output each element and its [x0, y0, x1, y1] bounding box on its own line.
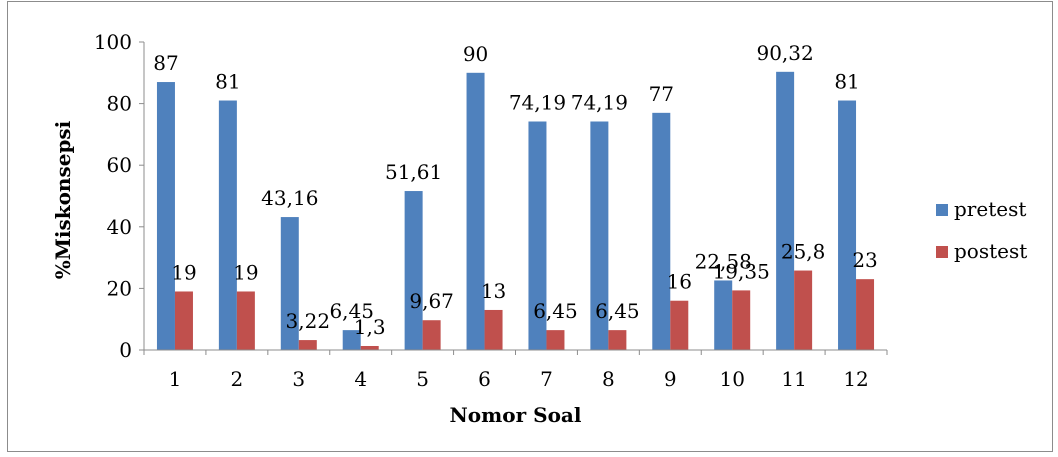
bar-pretest-7: [528, 121, 547, 350]
bar-postest-10: [732, 290, 751, 350]
data-label-postest-7: 6,45: [533, 299, 578, 323]
bar-pretest-1: [156, 82, 175, 350]
data-label-postest-6: 13: [481, 279, 506, 303]
bar-postest-6: [484, 309, 503, 350]
bar-postest-8: [608, 330, 627, 350]
bar-pretest-10: [714, 280, 733, 350]
data-label-pretest-3: 43,16: [261, 186, 318, 210]
bar-pretest-9: [652, 112, 671, 350]
legend: pretest postest: [936, 197, 1027, 263]
bar-pretest-2: [218, 100, 237, 351]
data-label-pretest-7: 74,19: [509, 90, 566, 114]
data-label-postest-3: 3,22: [286, 309, 331, 333]
x-tick-label: 5: [416, 367, 429, 391]
y-tick-label: 0: [119, 338, 132, 362]
data-label-postest-4: 1,3: [354, 315, 386, 339]
bar-pretest-3: [280, 217, 299, 350]
data-label-postest-10: 19,35: [713, 259, 770, 283]
x-tick-label: 6: [478, 367, 491, 391]
data-label-postest-8: 6,45: [595, 299, 640, 323]
bar-pretest-8: [590, 121, 609, 350]
bar-pretest-11: [776, 71, 795, 351]
data-label-pretest-2: 81: [215, 70, 240, 94]
data-label-pretest-6: 90: [463, 42, 488, 66]
y-axis: 0 20 40 60 80 100: [94, 30, 145, 362]
bar-pretest-5: [404, 191, 423, 350]
data-label-pretest-1: 87: [153, 51, 178, 75]
data-label-pretest-5: 51,61: [385, 160, 442, 184]
legend-label-postest: postest: [954, 239, 1027, 263]
y-tick-label: 100: [94, 30, 132, 54]
x-tick-label: 3: [292, 367, 305, 391]
y-tick-label: 60: [107, 153, 132, 177]
y-tick-label: 80: [107, 92, 132, 116]
x-tick-label: 4: [354, 367, 367, 391]
bar-postest-7: [546, 330, 565, 350]
y-tick-label: 20: [107, 276, 132, 300]
legend-swatch-postest: [936, 246, 948, 258]
bar-postest-4: [360, 345, 379, 350]
data-label-pretest-12: 81: [834, 70, 859, 94]
legend-swatch-pretest: [936, 204, 948, 216]
x-tick-label: 2: [231, 367, 244, 391]
data-label-pretest-11: 90,32: [756, 41, 813, 65]
y-axis-title: %Miskonsepsi: [51, 120, 75, 279]
bar-postest-1: [174, 291, 193, 350]
bar-postest-2: [236, 291, 255, 350]
x-tick-label: 1: [169, 367, 182, 391]
data-label-postest-11: 25,8: [781, 240, 826, 264]
bar-postest-11: [794, 270, 813, 350]
x-axis: 1 2 3 4 5 6 7 8 9 10 11 12: [143, 349, 888, 391]
bar-pretest-6: [466, 72, 485, 351]
data-label-postest-1: 19: [171, 260, 196, 284]
x-axis-title: Nomor Soal: [450, 403, 582, 427]
data-label-postest-9: 16: [667, 270, 692, 294]
bar-pretest-12: [838, 100, 857, 351]
x-tick-label: 9: [664, 367, 677, 391]
y-tick-label: 40: [107, 215, 132, 239]
data-label-postest-12: 23: [852, 248, 877, 272]
x-tick-label: 12: [843, 367, 868, 391]
data-label-postest-2: 19: [233, 260, 258, 284]
data-label-pretest-9: 77: [649, 82, 674, 106]
data-label-postest-5: 9,67: [409, 289, 454, 313]
bars: [156, 71, 875, 351]
data-label-pretest-4: 6,45: [329, 299, 374, 323]
x-tick-label: 7: [540, 367, 553, 391]
x-tick-label: 11: [781, 367, 806, 391]
bar-postest-12: [856, 279, 875, 350]
data-label-pretest-10: 22,58: [695, 249, 752, 273]
bar-postest-5: [422, 320, 441, 350]
x-tick-label: 8: [602, 367, 615, 391]
bar-postest-9: [670, 300, 689, 350]
x-tick-label: 10: [719, 367, 744, 391]
data-label-pretest-8: 74,19: [571, 90, 628, 114]
bar-postest-3: [298, 340, 317, 350]
bar-pretest-4: [342, 330, 361, 350]
legend-label-pretest: pretest: [954, 197, 1026, 221]
